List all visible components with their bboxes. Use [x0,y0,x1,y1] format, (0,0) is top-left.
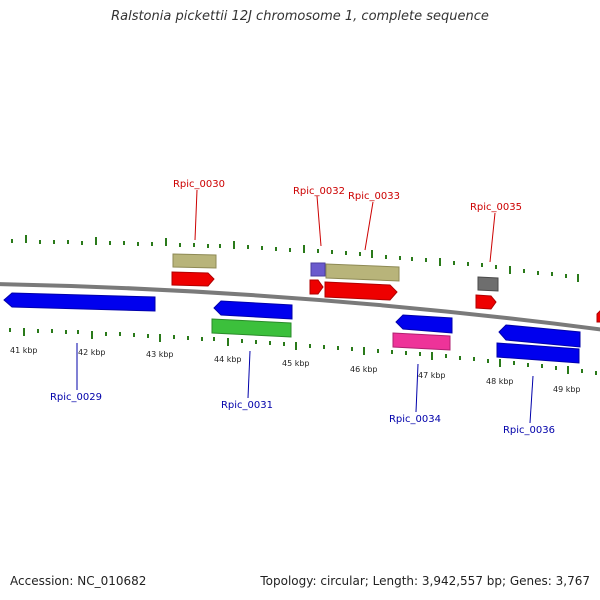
gene-rpic-0035[interactable] [475,294,497,310]
gene-label[interactable]: Rpic_0036 [503,425,555,436]
gene-feature[interactable] [172,253,217,269]
kbp-label: 44 kbp [214,355,242,364]
gene-rpic-0031[interactable] [211,318,292,338]
gene-label[interactable]: Rpic_0031 [221,400,273,411]
topology-summary: Topology: circular; Length: 3,942,557 bp… [260,574,590,588]
gene-rpic-0032[interactable] [309,279,324,295]
gene-rpic-0030[interactable] [171,271,215,287]
accession-text: Accession: NC_010682 [10,574,147,588]
kbp-label: 49 kbp [553,385,581,394]
kbp-label: 43 kbp [146,350,174,359]
gene-rpic-0036[interactable] [496,342,580,364]
kbp-label: 45 kbp [282,359,310,368]
lower-tick-row [9,328,597,375]
gene-label[interactable]: Rpic_0035 [470,202,522,213]
label-leader-lines [76,189,534,424]
gene-feature[interactable] [498,324,581,348]
gene-feature[interactable] [395,314,453,334]
upper-tick-row [11,235,579,282]
gene-rpic-0033[interactable] [324,281,398,301]
gene-label[interactable]: Rpic_0030 [173,179,225,190]
gene-feature[interactable] [596,308,600,323]
kbp-label: 41 kbp [10,346,38,355]
kbp-label: 48 kbp [486,377,514,386]
reverse-genes [3,292,581,364]
gene-feature[interactable] [325,263,400,282]
gene-label[interactable]: Rpic_0032 [293,186,345,197]
gene-label[interactable]: Rpic_0029 [50,392,102,403]
gene-feature[interactable] [310,262,326,277]
kbp-label: 42 kbp [78,348,106,357]
kbp-label: 46 kbp [350,365,378,374]
forward-genes [171,253,600,323]
gene-rpic-0029[interactable] [3,292,156,312]
gene-rpic-0034[interactable] [392,332,451,351]
gene-feature[interactable] [477,276,499,292]
map-title: Ralstonia pickettii 12J chromosome 1, co… [111,9,489,24]
gene-label[interactable]: Rpic_0034 [389,414,441,425]
kbp-label: 47 kbp [418,371,446,380]
chromosome-backbone [0,282,600,332]
gene-labels: Rpic_0030 Rpic_0032 Rpic_0033 Rpic_0035 … [50,179,555,436]
gene-label[interactable]: Rpic_0033 [348,191,400,202]
gene-feature[interactable] [213,300,293,320]
kbp-axis-labels: 41 kbp 42 kbp 43 kbp 44 kbp 45 kbp 46 kb… [10,346,581,394]
